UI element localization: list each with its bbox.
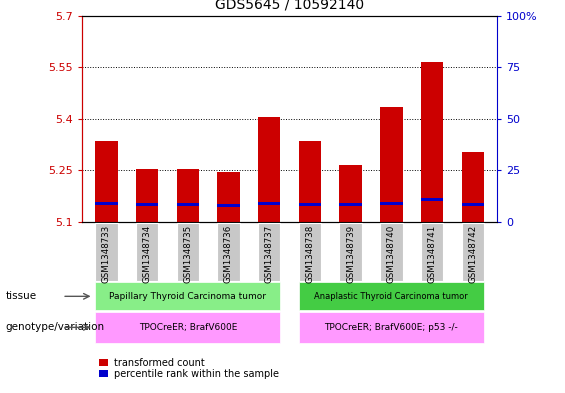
Bar: [299, 223, 321, 281]
Text: GSM1348742: GSM1348742: [468, 225, 477, 283]
Bar: [99, 370, 108, 377]
Bar: [462, 152, 484, 222]
Bar: [299, 141, 321, 222]
Bar: [299, 282, 484, 310]
Bar: [421, 62, 444, 222]
Text: GSM1348736: GSM1348736: [224, 225, 233, 283]
Bar: [299, 203, 321, 206]
Text: tissue: tissue: [6, 291, 37, 301]
Bar: [99, 359, 108, 366]
Bar: [95, 223, 118, 281]
Text: genotype/variation: genotype/variation: [6, 322, 105, 332]
Text: GSM1348740: GSM1348740: [387, 225, 396, 283]
Bar: [258, 117, 280, 222]
Text: Anaplastic Thyroid Carcinoma tumor: Anaplastic Thyroid Carcinoma tumor: [315, 292, 468, 301]
Text: percentile rank within the sample: percentile rank within the sample: [114, 369, 279, 379]
Bar: [380, 202, 402, 204]
Bar: [177, 204, 199, 206]
Text: Papillary Thyroid Carcinoma tumor: Papillary Thyroid Carcinoma tumor: [109, 292, 266, 301]
Bar: [95, 312, 280, 343]
Bar: [218, 204, 240, 207]
Text: transformed count: transformed count: [114, 358, 205, 368]
Text: GSM1348741: GSM1348741: [428, 225, 437, 283]
Text: GSM1348738: GSM1348738: [306, 225, 314, 283]
Bar: [421, 198, 444, 201]
Text: GSM1348737: GSM1348737: [265, 225, 273, 283]
Bar: [380, 223, 402, 281]
Bar: [340, 223, 362, 281]
Bar: [136, 223, 158, 281]
Bar: [218, 172, 240, 222]
Bar: [462, 203, 484, 206]
Text: GSM1348739: GSM1348739: [346, 225, 355, 283]
Text: TPOCreER; BrafV600E; p53 -/-: TPOCreER; BrafV600E; p53 -/-: [324, 323, 458, 332]
Text: GSM1348735: GSM1348735: [183, 225, 192, 283]
Bar: [95, 202, 118, 204]
Bar: [340, 204, 362, 206]
Bar: [258, 202, 280, 204]
Bar: [299, 312, 484, 343]
Text: GSM1348734: GSM1348734: [142, 225, 151, 283]
Text: TPOCreER; BrafV600E: TPOCreER; BrafV600E: [138, 323, 237, 332]
Bar: [136, 204, 158, 206]
Bar: [136, 169, 158, 222]
Bar: [177, 169, 199, 222]
Bar: [95, 282, 280, 310]
Bar: [177, 223, 199, 281]
Bar: [462, 223, 484, 281]
Bar: [340, 165, 362, 222]
Text: GSM1348733: GSM1348733: [102, 225, 111, 283]
Bar: [95, 141, 118, 222]
Bar: [380, 107, 402, 222]
Bar: [421, 223, 444, 281]
Bar: [218, 223, 240, 281]
Bar: [258, 223, 280, 281]
Title: GDS5645 / 10592140: GDS5645 / 10592140: [215, 0, 364, 12]
